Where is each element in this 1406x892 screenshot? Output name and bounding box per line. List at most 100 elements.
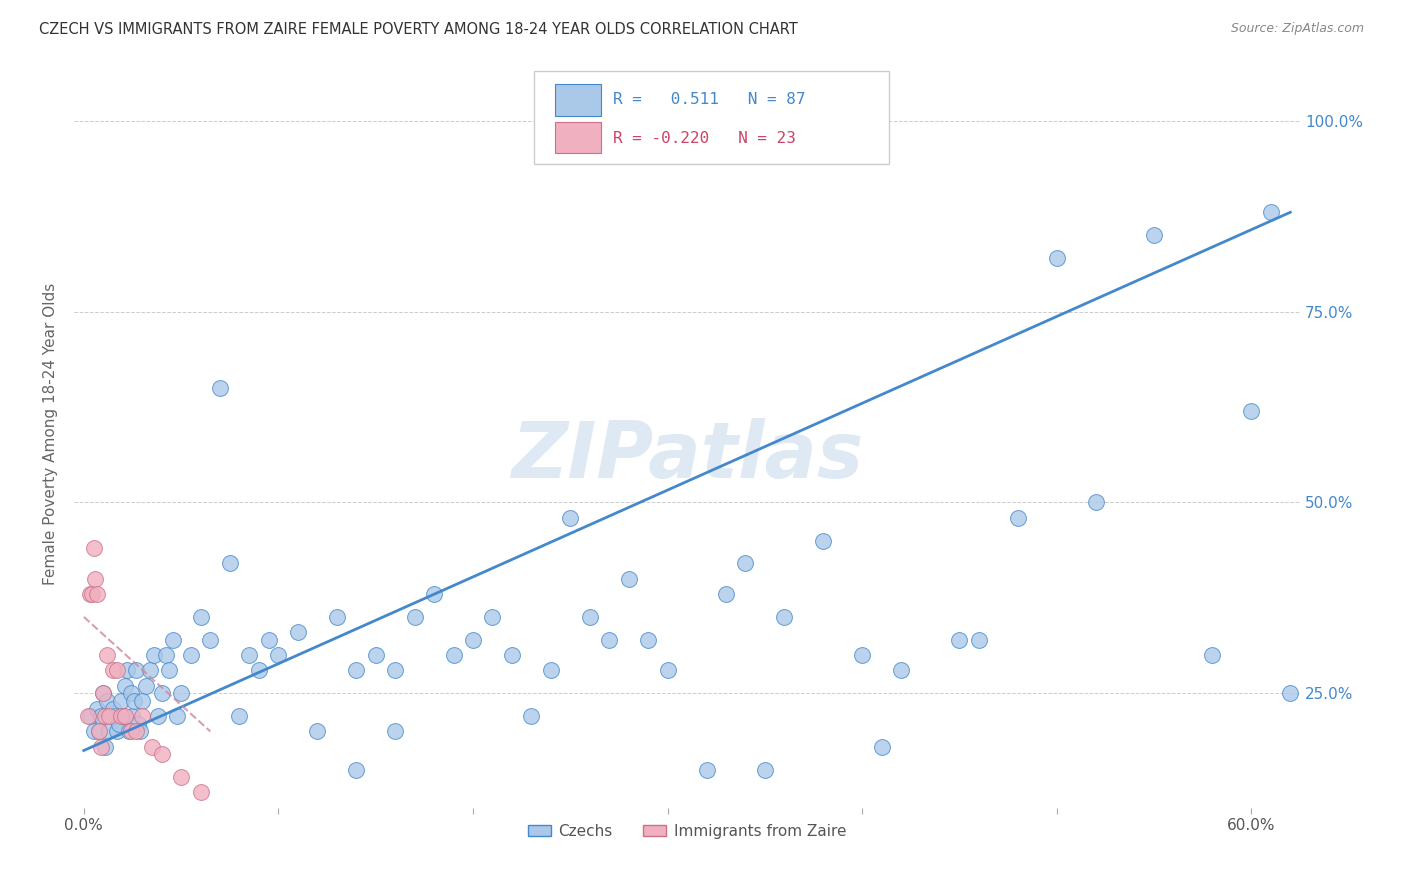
Point xyxy=(83,541,105,556)
Point xyxy=(851,648,873,662)
Point xyxy=(657,663,679,677)
Bar xyxy=(554,84,602,116)
Point xyxy=(695,763,717,777)
Point xyxy=(247,663,270,677)
Point xyxy=(94,739,117,754)
Point xyxy=(267,648,290,662)
Point xyxy=(111,709,134,723)
Point xyxy=(754,763,776,777)
Point xyxy=(80,587,103,601)
Point xyxy=(287,625,309,640)
Point xyxy=(105,663,128,677)
Y-axis label: Female Poverty Among 18-24 Year Olds: Female Poverty Among 18-24 Year Olds xyxy=(44,283,58,585)
Point xyxy=(1279,686,1302,700)
Point xyxy=(100,709,122,723)
Point xyxy=(344,763,367,777)
Point xyxy=(79,709,101,723)
Point xyxy=(404,610,426,624)
Point xyxy=(150,686,173,700)
Point xyxy=(105,724,128,739)
Point xyxy=(98,724,121,739)
Point xyxy=(114,679,136,693)
Point xyxy=(461,632,484,647)
Point xyxy=(170,770,193,784)
Text: Source: ZipAtlas.com: Source: ZipAtlas.com xyxy=(1230,22,1364,36)
Point xyxy=(166,709,188,723)
Point xyxy=(364,648,387,662)
Point xyxy=(637,632,659,647)
Point xyxy=(125,724,148,739)
Point xyxy=(560,510,582,524)
Point xyxy=(110,694,132,708)
Point xyxy=(501,648,523,662)
Point xyxy=(114,709,136,723)
Point xyxy=(120,724,142,739)
Point xyxy=(238,648,260,662)
Point xyxy=(131,709,153,723)
Point xyxy=(384,724,406,739)
Text: R =   0.511   N = 87: R = 0.511 N = 87 xyxy=(613,92,806,107)
Point xyxy=(190,785,212,799)
Point xyxy=(139,663,162,677)
Bar xyxy=(554,121,602,153)
FancyBboxPatch shape xyxy=(534,70,890,164)
Point xyxy=(200,632,222,647)
Point xyxy=(86,587,108,601)
Point xyxy=(870,739,893,754)
Point xyxy=(180,648,202,662)
Point xyxy=(162,632,184,647)
Point xyxy=(90,739,112,754)
Point xyxy=(110,709,132,723)
Point xyxy=(159,663,181,677)
Point xyxy=(89,724,111,739)
Point xyxy=(141,739,163,754)
Point xyxy=(76,709,98,723)
Point xyxy=(1084,495,1107,509)
Point xyxy=(150,747,173,762)
Point xyxy=(617,572,640,586)
Point xyxy=(135,679,157,693)
Point xyxy=(131,694,153,708)
Point xyxy=(101,701,124,715)
Legend: Czechs, Immigrants from Zaire: Czechs, Immigrants from Zaire xyxy=(522,818,852,845)
Point xyxy=(96,648,118,662)
Point xyxy=(91,686,114,700)
Point xyxy=(257,632,280,647)
Point xyxy=(170,686,193,700)
Text: ZIPatlas: ZIPatlas xyxy=(510,418,863,494)
Point xyxy=(208,381,231,395)
Point xyxy=(108,716,131,731)
Point xyxy=(520,709,543,723)
Point xyxy=(101,663,124,677)
Point xyxy=(598,632,620,647)
Point xyxy=(443,648,465,662)
Point xyxy=(578,610,600,624)
Point xyxy=(1240,404,1263,418)
Point xyxy=(1201,648,1223,662)
Point xyxy=(155,648,177,662)
Point xyxy=(948,632,970,647)
Point xyxy=(1260,205,1282,219)
Point xyxy=(734,557,756,571)
Point xyxy=(326,610,349,624)
Point xyxy=(773,610,796,624)
Point xyxy=(90,709,112,723)
Point xyxy=(125,663,148,677)
Point xyxy=(146,709,169,723)
Point xyxy=(129,724,152,739)
Point xyxy=(98,709,121,723)
Point xyxy=(344,663,367,677)
Point xyxy=(218,557,240,571)
Point xyxy=(481,610,503,624)
Point xyxy=(127,716,149,731)
Point xyxy=(91,686,114,700)
Point xyxy=(1007,510,1029,524)
Point xyxy=(423,587,446,601)
Point xyxy=(540,663,562,677)
Point xyxy=(228,709,250,723)
Point xyxy=(190,610,212,624)
Point xyxy=(94,709,117,723)
Point xyxy=(813,533,835,548)
Point xyxy=(117,724,139,739)
Point xyxy=(96,694,118,708)
